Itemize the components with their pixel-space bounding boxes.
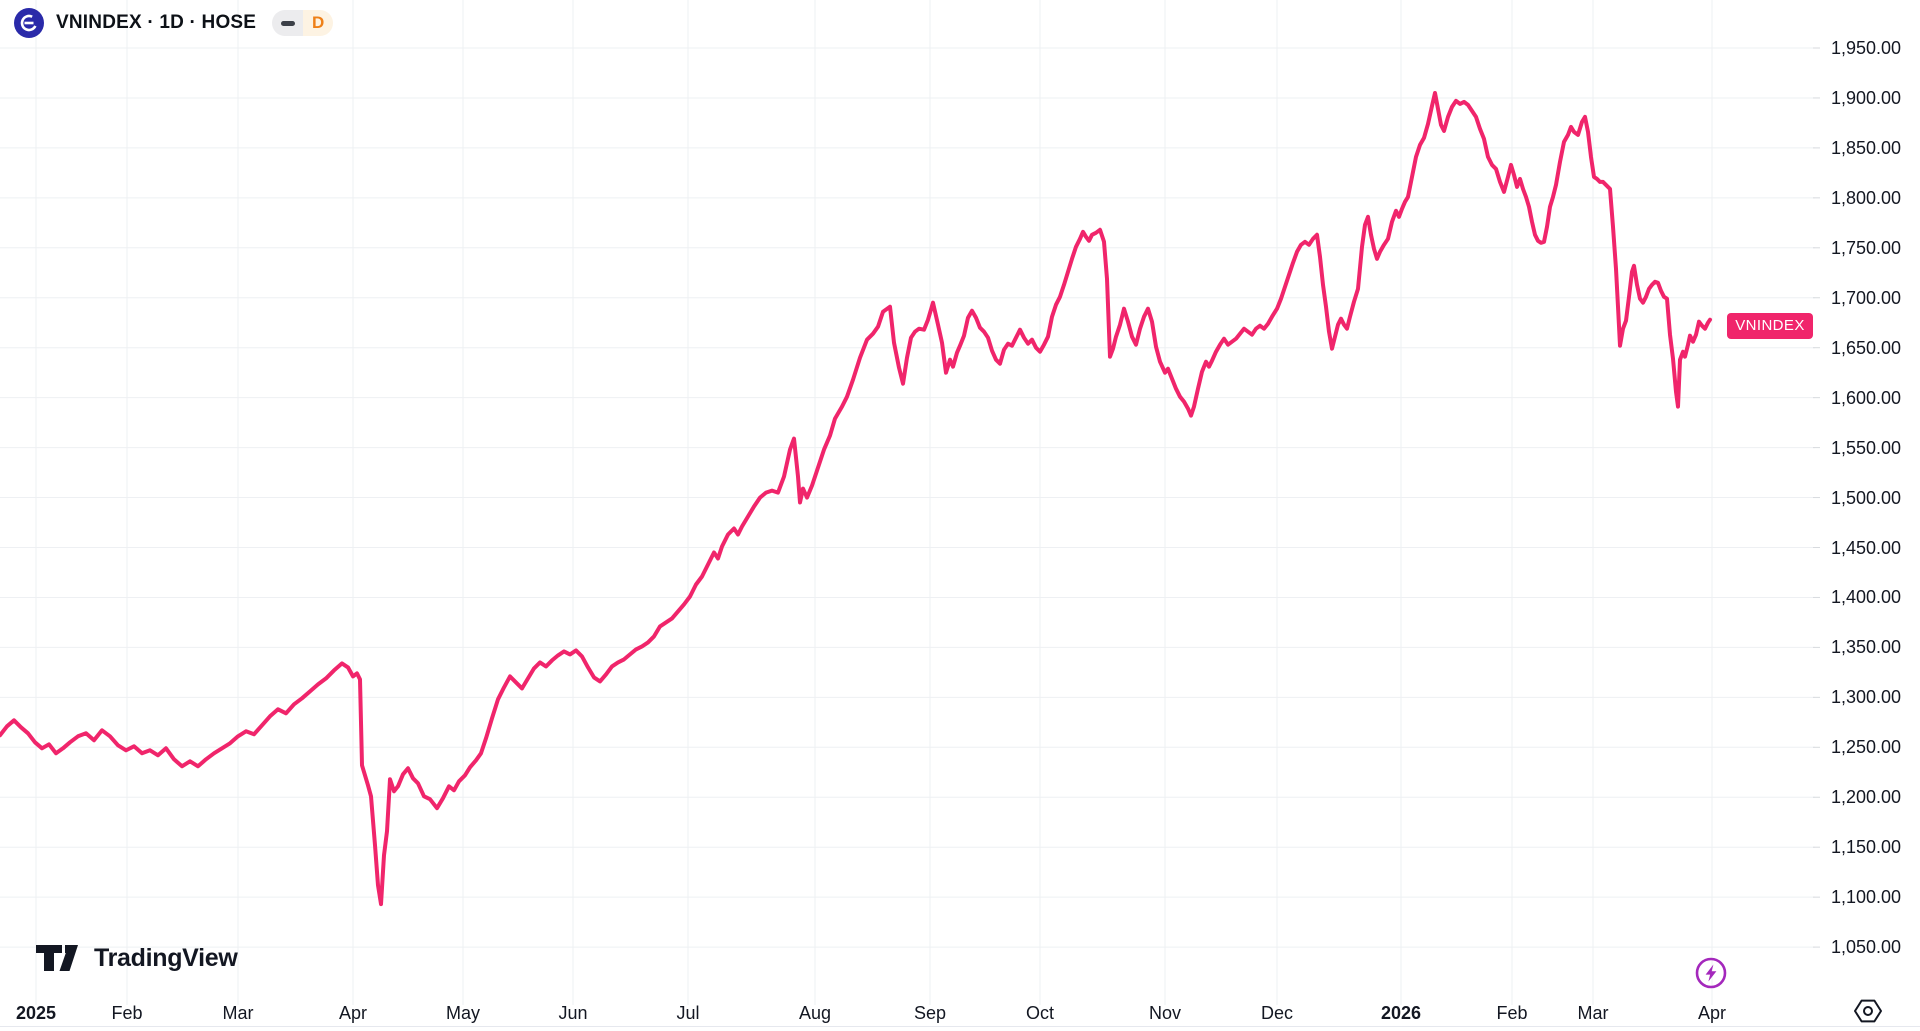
- time-axis-label: Jul: [676, 1003, 700, 1023]
- visibility-toggle[interactable]: [272, 10, 304, 36]
- price-axis-label: 1,450.00: [1831, 537, 1902, 558]
- price-axis-label: 1,500.00: [1831, 487, 1902, 508]
- interval-badge[interactable]: D: [303, 10, 334, 36]
- time-axis-label: Feb: [1496, 1003, 1528, 1023]
- settings-hex-button[interactable]: [1852, 997, 1884, 1025]
- time-axis-label: Apr: [1697, 1003, 1727, 1023]
- time-axis-label: Jun: [558, 1003, 588, 1023]
- price-axis-label: 1,100.00: [1831, 887, 1902, 908]
- price-axis-label: 1,850.00: [1831, 137, 1902, 158]
- time-axis-label: Nov: [1148, 1003, 1182, 1023]
- price-axis-label: 1,250.00: [1831, 737, 1902, 758]
- time-axis-label: Aug: [798, 1003, 832, 1023]
- price-axis-label: 1,650.00: [1831, 337, 1902, 358]
- time-axis-label: 2026: [1380, 1003, 1422, 1023]
- price-axis-label: 1,800.00: [1831, 187, 1902, 208]
- price-axis-label: 1,700.00: [1831, 287, 1902, 308]
- tradingview-logo-icon: [36, 945, 78, 971]
- time-axis-label: Sep: [913, 1003, 947, 1023]
- price-line-series[interactable]: [0, 91, 1712, 907]
- price-axis-label: 1,050.00: [1831, 937, 1902, 958]
- time-axis-label: Oct: [1025, 1003, 1055, 1023]
- time-axis-label: Feb: [111, 1003, 143, 1023]
- symbol-title: VNINDEX · 1D · HOSE: [56, 12, 257, 33]
- price-axis-label: 1,600.00: [1831, 387, 1902, 408]
- time-axis-label: 2025: [15, 1003, 57, 1023]
- last-price-series-badge: VNINDEX: [1727, 312, 1813, 339]
- lightning-icon: [1695, 957, 1727, 989]
- price-axis-label: 1,750.00: [1831, 237, 1902, 258]
- price-axis-label: 1,350.00: [1831, 637, 1902, 658]
- lightning-button[interactable]: [1694, 956, 1728, 990]
- price-axis-label: 1,150.00: [1831, 837, 1902, 858]
- time-axis-label: Dec: [1260, 1003, 1294, 1023]
- time-axis-label: Mar: [222, 1003, 254, 1023]
- price-axis-label: 1,200.00: [1831, 787, 1902, 808]
- time-axis-label: May: [445, 1003, 481, 1023]
- interval-pill[interactable]: D: [272, 10, 334, 36]
- price-axis-label: 1,550.00: [1831, 437, 1902, 458]
- interval-letter: D: [312, 13, 325, 32]
- time-axis-label: Mar: [1577, 1003, 1609, 1023]
- price-axis-label: 1,950.00: [1831, 38, 1902, 58]
- tradingview-wordmark: TradingView: [94, 943, 238, 972]
- price-axis-label: 1,300.00: [1831, 687, 1902, 708]
- chart-bottom-border: [0, 1026, 1920, 1027]
- hexagon-eye-icon: [1854, 999, 1882, 1023]
- price-axis-label: 1,400.00: [1831, 587, 1902, 608]
- vnindex-logo-icon: [14, 8, 44, 38]
- tradingview-brand-link[interactable]: TradingView: [35, 943, 238, 973]
- dash-icon: [280, 20, 295, 26]
- price-axis-label: 1,900.00: [1831, 87, 1902, 108]
- symbol-header: VNINDEX · 1D · HOSE D: [14, 8, 334, 38]
- time-axis-label: Apr: [338, 1003, 368, 1023]
